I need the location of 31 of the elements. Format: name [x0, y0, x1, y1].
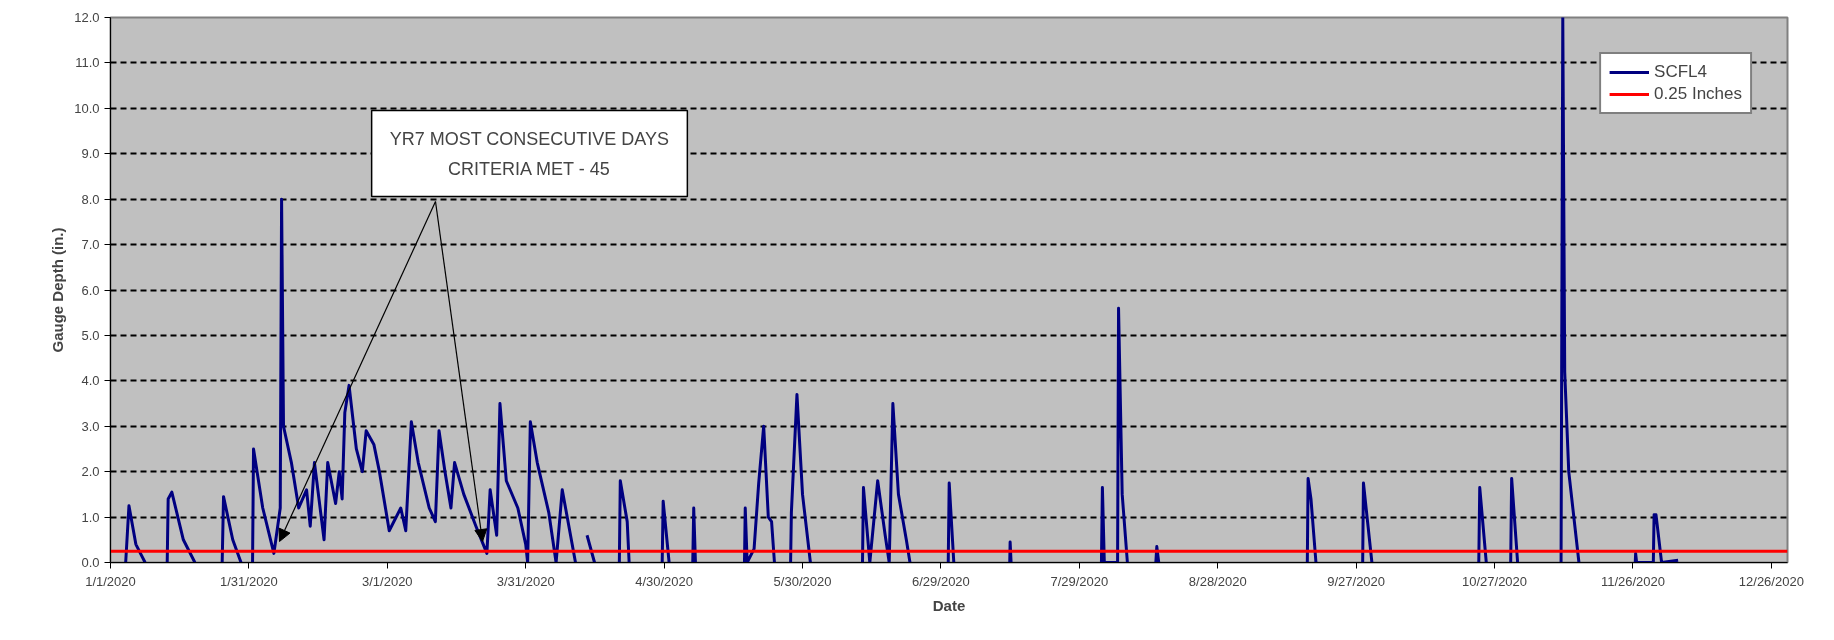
- annotation: YR7 MOST CONSECUTIVE DAYS CRITERIA MET - 45: [389, 128, 670, 179]
- x-tick-label: 5/30/2020: [773, 573, 832, 589]
- y-tick-label: 2.0: [81, 464, 100, 480]
- x-tick-label: 10/27/2020: [1462, 573, 1528, 589]
- y-tick-label: 8.0: [81, 191, 100, 207]
- y-tick-label: 11.0: [75, 55, 100, 71]
- y-tick-label: 0.0: [81, 555, 100, 570]
- y-tick-label: 12.0: [74, 10, 100, 25]
- x-tick-label: 12/26/2020: [1738, 573, 1804, 589]
- y-tick-label: 3.0: [81, 418, 100, 434]
- y-tick-label: 10.0: [74, 100, 100, 116]
- x-tick-label: 6/29/2020: [912, 573, 970, 589]
- x-tick-label: 1/1/2020: [85, 573, 136, 589]
- x-axis-title: Date: [932, 596, 966, 614]
- legend-label: 0.25 Inches: [1654, 84, 1742, 104]
- y-tick-label: 7.0: [81, 237, 100, 253]
- x-tick-label: 7/29/2020: [1050, 573, 1109, 589]
- y-tick-label: 9.0: [81, 146, 100, 162]
- x-tick-label: 3/31/2020: [496, 573, 555, 589]
- x-tick-label: 11/26/2020: [1600, 573, 1666, 589]
- x-tick-label: 1/31/2020: [219, 573, 278, 589]
- y-axis-title: Gauge Depth (in.): [49, 227, 67, 353]
- y-tick-label: 5.0: [81, 327, 100, 343]
- x-tick-label: 3/1/2020: [362, 573, 413, 589]
- legend-label: SCFL4: [1654, 62, 1708, 82]
- x-tick-label: 4/30/2020: [635, 573, 694, 589]
- y-tick-label: 1.0: [81, 509, 100, 525]
- y-tick-label: 6.0: [81, 282, 100, 298]
- x-tick-label: 8/28/2020: [1188, 573, 1247, 589]
- y-tick-label: 4.0: [81, 373, 100, 389]
- x-tick-label: 9/27/2020: [1327, 573, 1386, 589]
